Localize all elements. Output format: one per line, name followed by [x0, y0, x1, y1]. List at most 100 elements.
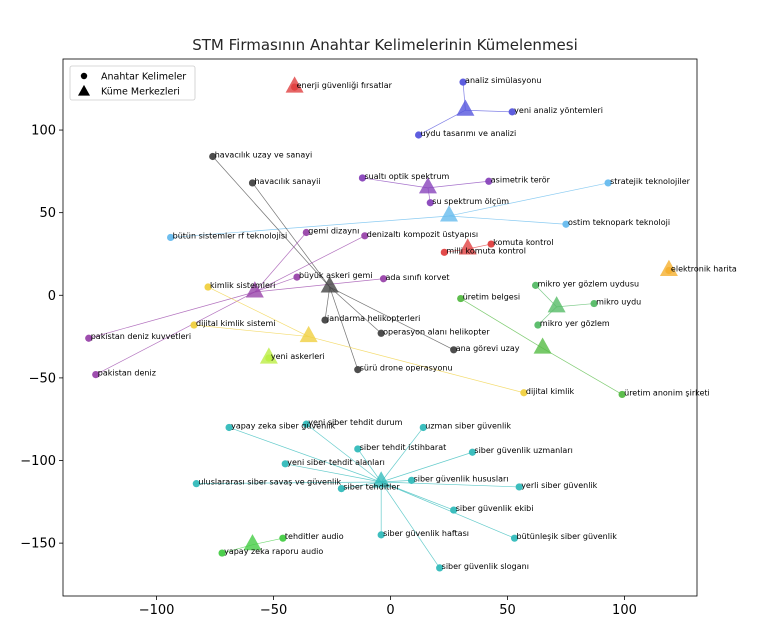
cluster-link-line	[357, 448, 382, 483]
keyword-point	[590, 299, 598, 308]
keyword-label: analiz simülasyonu	[465, 76, 541, 85]
keyword-point	[520, 389, 528, 397]
keyword-point	[218, 549, 226, 557]
y-tick-label: 0	[48, 289, 56, 304]
keyword-point	[204, 283, 212, 291]
keyword-label: siber tehdit istihbarat	[360, 443, 446, 452]
keyword-point	[415, 131, 423, 139]
keyword-label: siber tehditler	[343, 483, 400, 492]
legend-triangle-icon	[78, 84, 90, 96]
keyword-label: mikro yer gözlem uydusu	[538, 279, 640, 288]
keyword-label: uzman siber güvenlik	[425, 421, 511, 430]
cluster-center-marker	[533, 337, 552, 354]
cluster-center-marker	[245, 281, 264, 298]
cluster-link-line	[170, 215, 450, 238]
keyword-point	[562, 220, 570, 228]
cluster-link-line	[341, 481, 382, 489]
cluster-link-line	[460, 298, 543, 349]
keyword-label: üretim belgesi	[463, 293, 520, 302]
keyword-label: pakistan deniz kuvvetleri	[91, 332, 191, 341]
keyword-label: milli komuta kontrol	[446, 246, 526, 255]
cluster-link-line	[254, 235, 365, 293]
y-tick-label: −150	[20, 537, 56, 552]
legend-box	[69, 65, 196, 101]
keyword-label: yeni askerleri	[271, 352, 325, 361]
keyword-point	[665, 266, 673, 275]
keyword-point	[508, 108, 516, 116]
y-tick-label: −50	[29, 371, 56, 386]
keyword-label: üretim anonim şirketi	[624, 388, 710, 397]
cluster-link-line	[448, 215, 567, 225]
cluster-link-line	[193, 324, 309, 337]
keyword-label: asimetrik terör	[491, 175, 551, 184]
keyword-point	[485, 177, 493, 185]
keyword-label: siber güvenlik uzmanları	[474, 446, 572, 455]
keyword-point	[248, 179, 257, 187]
keyword-point	[293, 273, 301, 281]
plot-area: −100 −50 0 50 100 −150 −100 −50 0 50 100 enerji güv…	[20, 58, 737, 618]
cluster-center-marker	[456, 99, 475, 116]
cluster-link-line	[306, 423, 382, 483]
cluster-link-line	[212, 156, 330, 288]
keyword-label: siber güvenlik hususları	[414, 474, 509, 483]
keyword-label: havacılık sanayii	[254, 177, 320, 186]
keyword-label: komuta kontrol	[493, 238, 553, 247]
cluster-center-marker	[458, 238, 477, 255]
keyword-point	[618, 390, 626, 399]
cluster-link-line	[308, 336, 524, 394]
cluster-link-line	[465, 109, 513, 113]
cluster-center-marker	[440, 205, 459, 222]
keyword-label: yerli siber güvenlik	[521, 481, 597, 490]
legend-label: Küme Merkezleri	[101, 87, 180, 98]
cluster-center-marker	[243, 534, 262, 551]
plot-frame	[62, 58, 698, 597]
keyword-label: yeni analiz yöntemleri	[514, 106, 603, 115]
cluster-link-line	[254, 276, 298, 293]
cluster-link-line	[329, 286, 454, 351]
cluster-link-line	[207, 286, 309, 337]
chart-title: STM Firmasının Anahtar Kelimelerinin Küm…	[192, 36, 578, 54]
cluster-link-line	[329, 286, 359, 370]
keyword-label: siber güvenlik sloganı	[442, 562, 529, 571]
cluster-link-line	[381, 481, 454, 511]
keyword-label: havacılık uzay ve sanayi	[215, 150, 312, 159]
cluster-center-marker	[547, 296, 566, 313]
keyword-label: jandarma helikopterleri	[326, 314, 420, 323]
keyword-point	[419, 423, 427, 432]
keyword-point	[337, 485, 345, 493]
keyword-point	[291, 83, 299, 91]
keyword-point	[468, 448, 477, 456]
keyword-point	[407, 476, 416, 484]
cluster-link-line	[329, 286, 382, 334]
keyword-point	[279, 534, 287, 542]
cluster-link-line	[556, 303, 595, 308]
keyword-label: yeni siber tehdit durum	[308, 418, 402, 427]
keyword-point	[302, 420, 310, 428]
keyword-point	[192, 480, 200, 488]
keyword-label: enerji güvenliği fırsatlar	[297, 81, 393, 90]
keyword-label: uydu tasarımı ve analizi	[421, 129, 517, 138]
y-tick-label: 50	[39, 206, 56, 221]
keyword-point	[459, 78, 467, 86]
cluster-link-line	[380, 427, 424, 483]
legend: Anahtar Kelimeler Küme Merkezleri	[69, 65, 196, 101]
cluster-link-line	[95, 291, 255, 375]
cluster-center-marker	[299, 325, 318, 343]
keyword-point	[487, 240, 495, 248]
keyword-label: siber güvenlik ekibi	[456, 504, 534, 513]
keyword-label: ana görevi uzay	[456, 344, 520, 353]
keyword-label: operasyon alanı helikopter	[383, 327, 490, 336]
x-tick-label: 0	[386, 603, 394, 618]
x-tick-label: 100	[612, 603, 637, 618]
x-tick-label: −100	[139, 603, 175, 618]
keyword-label: sualtı optik spektrum	[364, 172, 449, 181]
keyword-label: su spektrum ölçüm	[432, 197, 509, 206]
keyword-point	[377, 531, 385, 539]
keyword-point	[450, 346, 458, 354]
keyword-point	[92, 370, 100, 379]
keyword-label: pakistan deniz	[98, 369, 156, 378]
keyword-point	[281, 460, 289, 468]
y-tick-label: 100	[31, 124, 56, 139]
legend-circle-icon	[80, 72, 88, 80]
